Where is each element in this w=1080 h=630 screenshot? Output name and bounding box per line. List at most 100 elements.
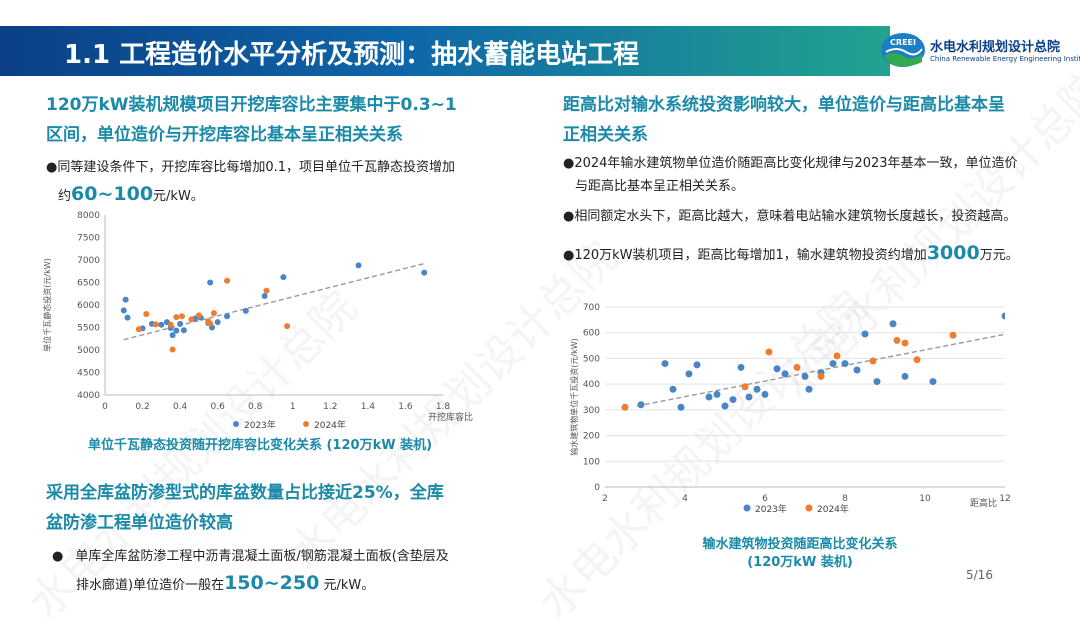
logo-abbr: CREEI xyxy=(890,38,916,47)
left-point-2024 xyxy=(188,316,195,323)
org-name: 水电水利规划设计总院 xyxy=(930,40,1061,55)
logo: CREEI 水电水利规划设计总院 China Renewable Energy … xyxy=(880,30,1080,74)
left-heading-2-line1: 采用全库盆防渗型式的库盆数量占比接近25%，全库 xyxy=(46,483,444,503)
left-legend-label: 2023年 xyxy=(244,419,276,428)
left-bullet-1-line1: 同等建设条件下，开挖库容比每增加0.1，项目单位千瓦静态投资增加 xyxy=(57,160,456,175)
bullet-dot: ● xyxy=(563,248,575,263)
right-marks-layer xyxy=(621,312,1005,411)
left-heading-2: 采用全库盆防渗型式的库盆数量占比接近25%，全库 盆防渗工程单位造价较高 xyxy=(46,478,516,538)
left-x-axis-label: 开挖库容比 xyxy=(428,411,473,423)
left-point-2023 xyxy=(177,320,184,327)
left-x-tick-label: 0.8 xyxy=(248,402,263,412)
left-point-2023 xyxy=(124,314,131,321)
left-point-2023 xyxy=(120,307,127,314)
left-point-2023 xyxy=(173,327,180,334)
left-point-2023 xyxy=(421,269,428,276)
left-point-2023 xyxy=(224,313,231,320)
bullet-dot: ● xyxy=(52,549,64,564)
right-legend-label: 2023年 xyxy=(755,503,787,515)
left-bullet-2-suffix: 元/kW。 xyxy=(319,578,375,593)
left-x-tick-label: 1 xyxy=(290,402,296,412)
right-bullet-3-prefix: 120万kW装机项目，距高比每增加1，输水建筑物投资约增加 xyxy=(574,248,927,263)
left-point-2023 xyxy=(207,279,214,286)
right-chart-caption-line2: (120万kW 装机) xyxy=(747,555,853,570)
left-point-2024 xyxy=(135,326,142,333)
right-point-2024 xyxy=(869,357,877,365)
left-x-tick-label: 0.2 xyxy=(135,402,149,412)
left-y-axis-label: 单位千瓦静态投资(元/kW) xyxy=(42,258,52,351)
right-point-2024 xyxy=(901,339,909,347)
left-point-2024 xyxy=(210,310,217,317)
left-x-tick-label: 0 xyxy=(102,402,108,412)
left-y-tick-label: 8000 xyxy=(77,211,100,221)
left-legend-label: 2024年 xyxy=(314,419,346,428)
right-point-2023 xyxy=(1001,312,1005,320)
right-legend-label: 2024年 xyxy=(817,503,849,515)
right-point-2023 xyxy=(705,393,713,401)
right-point-2024 xyxy=(833,352,841,360)
left-point-2023 xyxy=(261,293,268,299)
right-legend-marker xyxy=(805,504,813,512)
right-point-2023 xyxy=(841,360,849,368)
left-y-tick-label: 7500 xyxy=(77,234,100,244)
right-point-2023 xyxy=(693,361,701,369)
left-x-tick-label: 1.8 xyxy=(436,402,451,412)
left-legend-marker xyxy=(233,421,239,427)
right-x-axis-label: 距高比 xyxy=(970,497,997,509)
left-y-tick-label: 7000 xyxy=(77,256,100,266)
left-heading-2-line2: 盆防渗工程单位造价较高 xyxy=(46,513,233,533)
left-x-tick-label: 1.6 xyxy=(398,402,413,412)
right-point-2023 xyxy=(805,385,813,393)
right-trendline xyxy=(636,333,1005,407)
right-point-2023 xyxy=(713,390,721,398)
bullet-dot: ● xyxy=(563,156,575,171)
right-bullet-3: ●120万kW装机项目，距高比每增加1，输水建筑物投资约增加3000万元。 xyxy=(563,240,1063,269)
left-x-tick-label: 1.4 xyxy=(361,402,376,412)
left-point-2024 xyxy=(143,311,150,317)
left-x-tick-label: 1.2 xyxy=(323,402,337,412)
left-bullet-2-line1: 单库全库盆防渗工程中沥青混凝土面板/钢筋混凝土面板(含垫层及 xyxy=(75,549,449,564)
left-bullet-1-prefix: 约 xyxy=(58,189,72,204)
right-chart-caption: 输水建筑物投资随距高比变化关系 (120万kW 装机) xyxy=(620,536,980,572)
right-point-2024 xyxy=(913,356,921,364)
right-point-2023 xyxy=(761,390,769,398)
right-y-tick-label: 100 xyxy=(583,457,600,467)
right-y-axis-label: 输水建筑物单位千瓦投资(元/kW) xyxy=(569,338,579,455)
left-y-tick-label: 5500 xyxy=(77,324,100,334)
right-bullet-2-text: 相同额定水头下，距高比越大，意味着电站输水建筑物长度越长，投资越高。 xyxy=(574,209,1017,224)
right-x-tick-label: 10 xyxy=(919,494,931,504)
right-point-2023 xyxy=(861,330,869,338)
left-heading-1-line1: 120万kW装机规模项目开挖库容比主要集中于0.3~1 xyxy=(46,95,457,115)
right-point-2023 xyxy=(801,372,809,380)
right-point-2023 xyxy=(737,363,745,371)
right-y-tick-label: 300 xyxy=(583,406,600,416)
bullet-dot: ● xyxy=(46,160,58,175)
right-x-tick-label: 12 xyxy=(999,494,1010,504)
right-heading-1-line2: 正相关关系 xyxy=(563,125,648,145)
right-point-2024 xyxy=(817,372,825,380)
left-heading-1: 120万kW装机规模项目开挖库容比主要集中于0.3~1 区间，单位造价与开挖库容… xyxy=(46,90,516,150)
left-y-tick-label: 6000 xyxy=(77,301,100,311)
left-trendline xyxy=(123,262,425,341)
left-legend-marker xyxy=(303,421,309,427)
right-point-2023 xyxy=(829,360,837,368)
right-point-2024 xyxy=(793,363,801,371)
left-point-2024 xyxy=(195,312,202,319)
left-point-2023 xyxy=(214,319,221,326)
left-point-2024 xyxy=(178,313,185,320)
right-bullet-3-value: 3000 xyxy=(926,242,980,264)
right-point-2023 xyxy=(901,372,909,380)
left-legend-layer: 2023年 2024年 xyxy=(233,419,346,428)
left-x-tick-label: 0.6 xyxy=(211,402,226,412)
right-bullet-3-suffix: 万元。 xyxy=(979,248,1019,263)
title-banner: 1.1 工程造价水平分析及预测：抽水蓄能电站工程 xyxy=(0,26,890,76)
left-point-2024 xyxy=(207,320,214,327)
left-bullet-2-prefix: 排水廊道)单位造价一般在 xyxy=(76,578,225,593)
right-point-2023 xyxy=(721,402,729,410)
right-point-2023 xyxy=(745,393,753,401)
right-y-tick-label: 700 xyxy=(583,303,600,313)
bullet-dot: ● xyxy=(563,209,575,224)
right-point-2023 xyxy=(889,320,897,328)
page-number: 5/16 xyxy=(966,568,993,582)
